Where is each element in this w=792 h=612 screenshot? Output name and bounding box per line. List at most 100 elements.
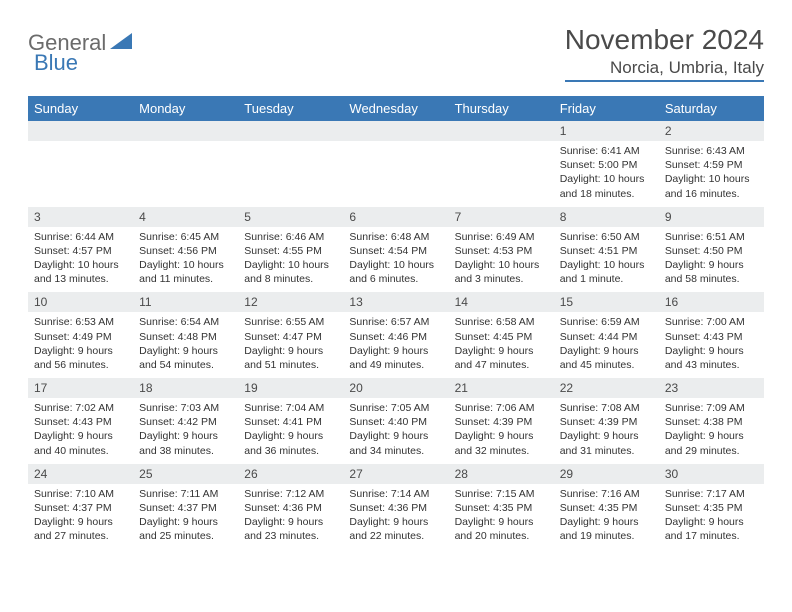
sunrise-text: Sunrise: 7:02 AM: [34, 401, 127, 415]
day-number-cell: 27: [343, 464, 448, 484]
day-detail-cell: Sunrise: 6:57 AMSunset: 4:46 PMDaylight:…: [343, 312, 448, 378]
sunset-text: Sunset: 4:36 PM: [349, 501, 442, 515]
daylight-text: Daylight: 9 hours and 40 minutes.: [34, 429, 127, 457]
daylight-text: Daylight: 9 hours and 43 minutes.: [665, 344, 758, 372]
sunrise-text: Sunrise: 7:09 AM: [665, 401, 758, 415]
daylight-text: Daylight: 9 hours and 32 minutes.: [455, 429, 548, 457]
header: General November 2024 Norcia, Umbria, It…: [28, 24, 764, 82]
sunset-text: Sunset: 4:55 PM: [244, 244, 337, 258]
sunrise-text: Sunrise: 7:16 AM: [560, 487, 653, 501]
detail-row: Sunrise: 7:02 AMSunset: 4:43 PMDaylight:…: [28, 398, 764, 464]
day-detail-cell: Sunrise: 7:10 AMSunset: 4:37 PMDaylight:…: [28, 484, 133, 550]
detail-row: Sunrise: 6:41 AMSunset: 5:00 PMDaylight:…: [28, 141, 764, 207]
sunset-text: Sunset: 4:46 PM: [349, 330, 442, 344]
daynum-row: 10111213141516: [28, 292, 764, 312]
day-detail-cell: Sunrise: 7:16 AMSunset: 4:35 PMDaylight:…: [554, 484, 659, 550]
day-number-cell: 16: [659, 292, 764, 312]
day-detail-cell: Sunrise: 7:08 AMSunset: 4:39 PMDaylight:…: [554, 398, 659, 464]
sunset-text: Sunset: 4:38 PM: [665, 415, 758, 429]
daynum-row: 24252627282930: [28, 464, 764, 484]
day-detail-cell: Sunrise: 6:44 AMSunset: 4:57 PMDaylight:…: [28, 227, 133, 293]
day-number-cell: 30: [659, 464, 764, 484]
day-detail-cell: Sunrise: 7:14 AMSunset: 4:36 PMDaylight:…: [343, 484, 448, 550]
sunrise-text: Sunrise: 6:44 AM: [34, 230, 127, 244]
sunset-text: Sunset: 5:00 PM: [560, 158, 653, 172]
day-detail-cell: [133, 141, 238, 207]
day-number-cell: 22: [554, 378, 659, 398]
day-number-cell: 9: [659, 207, 764, 227]
calendar-table: Sunday Monday Tuesday Wednesday Thursday…: [28, 96, 764, 549]
sunrise-text: Sunrise: 7:06 AM: [455, 401, 548, 415]
day-number-cell: 29: [554, 464, 659, 484]
sunrise-text: Sunrise: 6:45 AM: [139, 230, 232, 244]
day-number-cell: [238, 121, 343, 141]
day-detail-cell: Sunrise: 6:45 AMSunset: 4:56 PMDaylight:…: [133, 227, 238, 293]
day-number-cell: 7: [449, 207, 554, 227]
day-detail-cell: Sunrise: 6:59 AMSunset: 4:44 PMDaylight:…: [554, 312, 659, 378]
sunset-text: Sunset: 4:35 PM: [455, 501, 548, 515]
day-number-cell: 21: [449, 378, 554, 398]
sunset-text: Sunset: 4:37 PM: [139, 501, 232, 515]
sunset-text: Sunset: 4:36 PM: [244, 501, 337, 515]
sunrise-text: Sunrise: 7:11 AM: [139, 487, 232, 501]
sunset-text: Sunset: 4:43 PM: [34, 415, 127, 429]
day-number-cell: 14: [449, 292, 554, 312]
sunrise-text: Sunrise: 6:53 AM: [34, 315, 127, 329]
day-detail-cell: [343, 141, 448, 207]
sunset-text: Sunset: 4:50 PM: [665, 244, 758, 258]
sunrise-text: Sunrise: 7:03 AM: [139, 401, 232, 415]
daynum-row: 17181920212223: [28, 378, 764, 398]
daylight-text: Daylight: 9 hours and 54 minutes.: [139, 344, 232, 372]
sunrise-text: Sunrise: 7:05 AM: [349, 401, 442, 415]
sunrise-text: Sunrise: 6:51 AM: [665, 230, 758, 244]
day-number-cell: 28: [449, 464, 554, 484]
sunrise-text: Sunrise: 6:58 AM: [455, 315, 548, 329]
day-number-cell: 25: [133, 464, 238, 484]
sunrise-text: Sunrise: 6:46 AM: [244, 230, 337, 244]
day-number-cell: 6: [343, 207, 448, 227]
day-number-cell: 13: [343, 292, 448, 312]
day-detail-cell: Sunrise: 6:48 AMSunset: 4:54 PMDaylight:…: [343, 227, 448, 293]
day-detail-cell: Sunrise: 7:12 AMSunset: 4:36 PMDaylight:…: [238, 484, 343, 550]
day-detail-cell: Sunrise: 7:06 AMSunset: 4:39 PMDaylight:…: [449, 398, 554, 464]
daylight-text: Daylight: 9 hours and 25 minutes.: [139, 515, 232, 543]
col-sunday: Sunday: [28, 96, 133, 121]
sunset-text: Sunset: 4:56 PM: [139, 244, 232, 258]
daylight-text: Daylight: 9 hours and 45 minutes.: [560, 344, 653, 372]
day-number-cell: 23: [659, 378, 764, 398]
sunset-text: Sunset: 4:35 PM: [665, 501, 758, 515]
day-detail-cell: Sunrise: 6:55 AMSunset: 4:47 PMDaylight:…: [238, 312, 343, 378]
daylight-text: Daylight: 9 hours and 17 minutes.: [665, 515, 758, 543]
sunset-text: Sunset: 4:39 PM: [560, 415, 653, 429]
day-number-cell: 3: [28, 207, 133, 227]
day-detail-cell: [449, 141, 554, 207]
daylight-text: Daylight: 10 hours and 6 minutes.: [349, 258, 442, 286]
day-detail-cell: Sunrise: 6:43 AMSunset: 4:59 PMDaylight:…: [659, 141, 764, 207]
sunset-text: Sunset: 4:44 PM: [560, 330, 653, 344]
day-number-cell: 26: [238, 464, 343, 484]
sunrise-text: Sunrise: 6:54 AM: [139, 315, 232, 329]
col-thursday: Thursday: [449, 96, 554, 121]
col-wednesday: Wednesday: [343, 96, 448, 121]
daylight-text: Daylight: 9 hours and 56 minutes.: [34, 344, 127, 372]
day-detail-cell: Sunrise: 7:11 AMSunset: 4:37 PMDaylight:…: [133, 484, 238, 550]
sunset-text: Sunset: 4:43 PM: [665, 330, 758, 344]
day-detail-cell: Sunrise: 6:50 AMSunset: 4:51 PMDaylight:…: [554, 227, 659, 293]
daylight-text: Daylight: 10 hours and 13 minutes.: [34, 258, 127, 286]
sunrise-text: Sunrise: 6:59 AM: [560, 315, 653, 329]
daylight-text: Daylight: 10 hours and 8 minutes.: [244, 258, 337, 286]
calendar-body: 12 Sunrise: 6:41 AMSunset: 5:00 PMDaylig…: [28, 121, 764, 549]
sunset-text: Sunset: 4:51 PM: [560, 244, 653, 258]
day-detail-cell: Sunrise: 7:15 AMSunset: 4:35 PMDaylight:…: [449, 484, 554, 550]
daylight-text: Daylight: 9 hours and 49 minutes.: [349, 344, 442, 372]
daylight-text: Daylight: 9 hours and 58 minutes.: [665, 258, 758, 286]
sunset-text: Sunset: 4:39 PM: [455, 415, 548, 429]
sunset-text: Sunset: 4:54 PM: [349, 244, 442, 258]
logo-text-blue: Blue: [34, 50, 78, 76]
sunrise-text: Sunrise: 6:49 AM: [455, 230, 548, 244]
logo-triangle-icon: [110, 31, 132, 54]
sunset-text: Sunset: 4:35 PM: [560, 501, 653, 515]
day-detail-cell: Sunrise: 7:04 AMSunset: 4:41 PMDaylight:…: [238, 398, 343, 464]
detail-row: Sunrise: 7:10 AMSunset: 4:37 PMDaylight:…: [28, 484, 764, 550]
title-block: November 2024 Norcia, Umbria, Italy: [565, 24, 764, 82]
